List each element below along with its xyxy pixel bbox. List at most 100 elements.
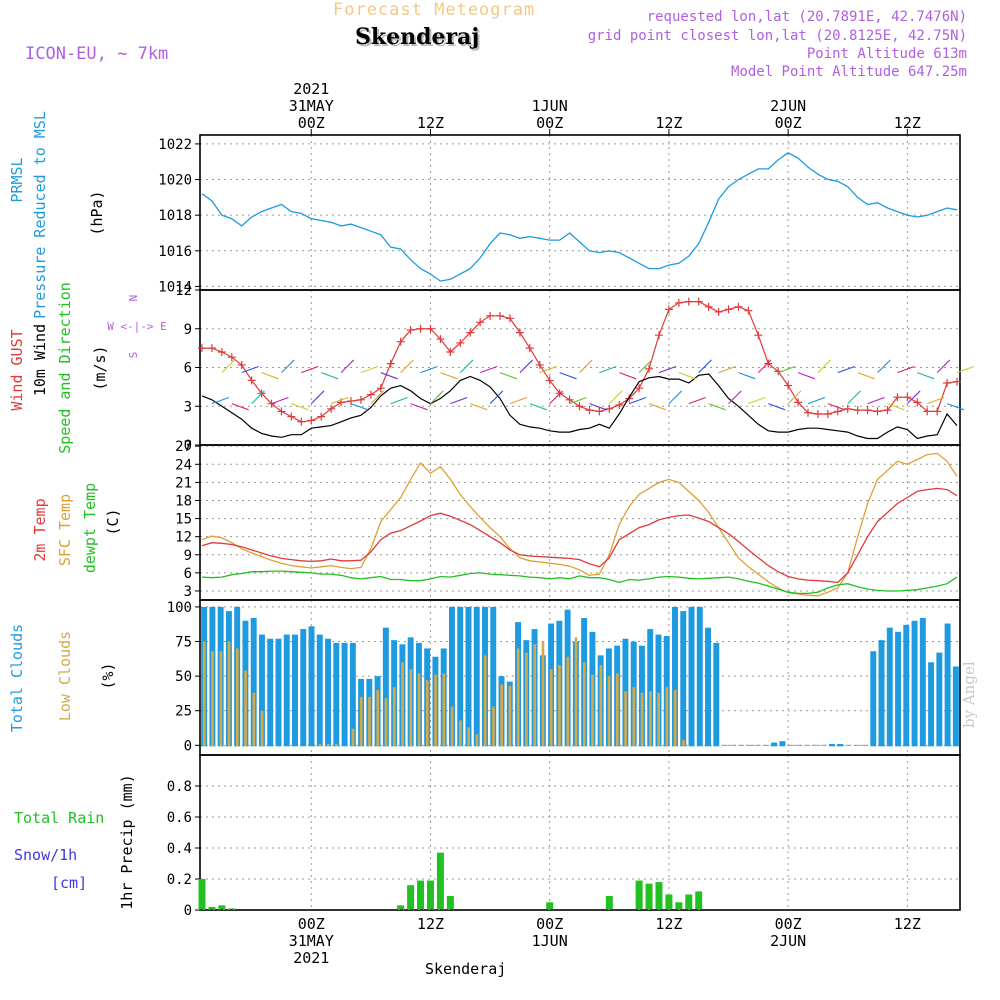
gust-marker <box>197 344 206 353</box>
clouds-ytick-label: 100 <box>167 600 192 616</box>
model-altitude: Model Point Altitude 647.25m <box>730 64 967 80</box>
gust-marker <box>674 298 683 307</box>
clouds-ytick-label: 50 <box>175 669 192 685</box>
wind-ytick-label: 9 <box>184 322 192 338</box>
gust-marker <box>386 359 395 368</box>
gust-marker <box>317 412 326 421</box>
top-time-label: 2021 <box>293 80 329 98</box>
point-altitude: Point Altitude 613m <box>806 46 967 62</box>
gust-marker <box>873 407 882 416</box>
wind-arrow <box>321 372 339 380</box>
total-cloud-bar <box>308 626 315 747</box>
wind-arrow <box>221 359 235 374</box>
gust-marker <box>645 364 654 373</box>
pressure-panel: 1014 1016 1018 1020 1022 <box>158 134 961 295</box>
wind-arrow <box>281 359 295 374</box>
wind-arrow <box>350 403 369 411</box>
wind-arrow <box>410 403 428 411</box>
gust-marker <box>535 360 544 369</box>
ylabel-ms: (m/s) <box>91 345 109 390</box>
top-time-label: 2JUN <box>770 97 806 115</box>
precip-ytick-label: 0.8 <box>167 779 192 795</box>
gust-marker <box>913 398 922 407</box>
temperature-panel: 3 6 9 12 15 18 21 24 27 <box>175 439 961 601</box>
ylabel-gust: Wind GUST <box>8 329 26 410</box>
wind-ytick-label: 12 <box>175 283 192 299</box>
temperature-ytick-label: 18 <box>175 493 192 509</box>
gust-marker <box>307 416 316 425</box>
compass-north: N <box>127 295 140 302</box>
top-time-label: 12Z <box>655 114 682 132</box>
precip-ytick-label: 0.4 <box>167 841 192 857</box>
wind-arrow <box>519 359 534 374</box>
wind-arrow <box>787 390 802 405</box>
total-cloud-bar <box>275 638 282 747</box>
wind10m-line <box>201 373 958 440</box>
wind-arrow <box>390 396 408 405</box>
gust-marker <box>575 402 584 411</box>
low-cloud-bar <box>615 673 619 747</box>
low-cloud-bar <box>450 706 454 747</box>
low-cloud-bar <box>591 674 594 747</box>
credit-watermark: by Angel <box>960 661 978 728</box>
wind-arrow <box>380 372 398 380</box>
low-cloud-bar <box>459 720 462 747</box>
total-cloud-bar <box>837 743 844 747</box>
gust-marker <box>813 410 822 418</box>
total-cloud-bar <box>688 606 695 747</box>
low-cloud-bar <box>211 651 214 747</box>
wind-arrow <box>440 372 458 380</box>
precip-ytick-label: 0 <box>184 903 192 919</box>
wind-arrow <box>479 365 498 374</box>
gust-marker <box>267 399 276 408</box>
wind-arrow <box>668 390 683 405</box>
clouds-ytick-label: 75 <box>175 635 192 651</box>
temperature-ytick-label: 3 <box>184 584 192 600</box>
top-time-label: 00Z <box>536 114 563 132</box>
bottom-time-label: 00Z <box>775 915 802 933</box>
total-cloud-bar <box>382 627 389 747</box>
wind-arrow <box>340 359 355 374</box>
compass-south: S <box>127 352 140 359</box>
low-cloud-bar <box>673 689 677 747</box>
gust-marker <box>396 337 405 346</box>
low-cloud-bar <box>632 687 636 747</box>
total-cloud-bar <box>333 642 340 747</box>
pressure-frame <box>199 134 961 291</box>
low-cloud-bar <box>409 669 413 747</box>
rain-bar <box>407 885 415 910</box>
top-time-label: 00Z <box>298 114 325 132</box>
gust-marker <box>784 381 793 390</box>
wind-arrow <box>549 390 563 405</box>
low-cloud-bar <box>202 641 206 747</box>
pressure-line <box>201 152 958 282</box>
rain-bar <box>198 879 206 910</box>
wind-arrow <box>718 365 736 374</box>
gust-marker <box>863 406 872 415</box>
low-cloud-bar <box>541 641 545 747</box>
pressure-ytick-label: 1018 <box>158 208 192 224</box>
gust-marker <box>654 331 663 340</box>
low-cloud-bar <box>401 662 404 747</box>
footer-location: Skenderaj <box>425 960 507 978</box>
low-cloud-bar <box>244 670 247 747</box>
gust-marker <box>297 417 306 426</box>
wind-arrow <box>887 403 905 411</box>
wind-arrow <box>400 359 414 374</box>
low-cloud-bar <box>425 680 429 747</box>
wind-arrow <box>459 359 474 374</box>
total-cloud-bar <box>490 606 497 747</box>
wind-arrow <box>330 396 349 405</box>
bottom-time-label: 12Z <box>894 915 921 933</box>
low-cloud-bar <box>434 674 437 747</box>
ylabel-total-rain: Total Rain <box>14 809 104 827</box>
wind-arrow <box>370 390 384 405</box>
wind-arrow <box>837 365 855 374</box>
gust-marker <box>625 394 634 403</box>
ylabel-hpa: (hPa) <box>88 190 106 235</box>
rain-bar <box>645 883 653 910</box>
gust-marker <box>466 328 475 337</box>
bottom-time-label: 2021 <box>293 949 329 967</box>
low-cloud-bar <box>566 656 570 747</box>
